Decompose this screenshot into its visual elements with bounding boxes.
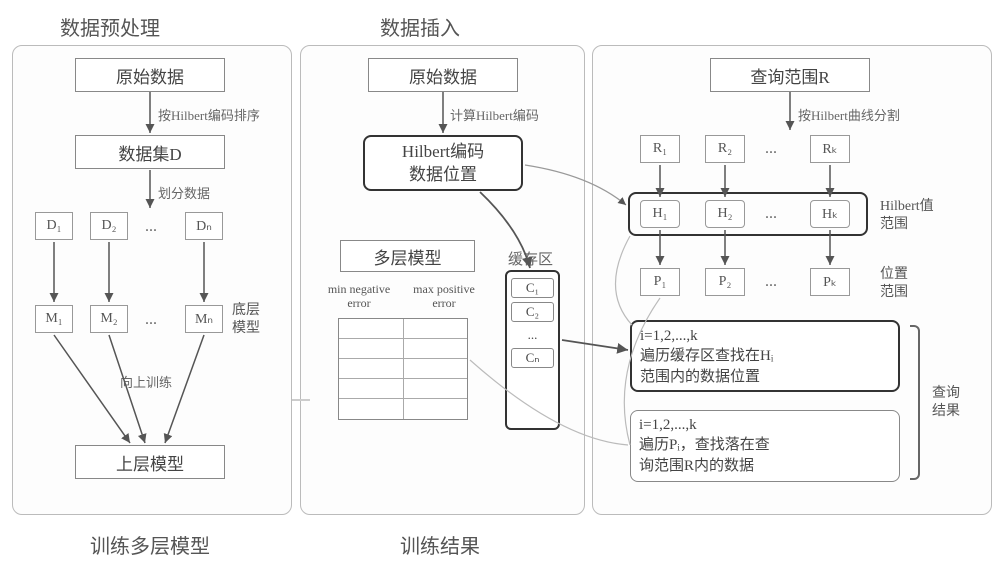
dn: Dₙ <box>185 212 223 240</box>
r-dots: ... <box>765 140 777 158</box>
m2: M₂ <box>90 305 128 333</box>
preprocess-raw: 原始数据 <box>75 58 225 92</box>
edge-split-label: 划分数据 <box>158 183 210 202</box>
train-up-label: 向上训练 <box>120 372 172 391</box>
d1: D₁ <box>35 212 73 240</box>
h-label: Hilbert值范围 <box>880 198 934 234</box>
step2-text: i=1,2,...,k遍历Pᵢ，查找落在查询范围R内的数据 <box>639 415 891 476</box>
m1: M₁ <box>35 305 73 333</box>
h2: H₂ <box>705 200 745 228</box>
p1: P₁ <box>640 268 680 296</box>
edge-sort-label: 按Hilbert编码排序 <box>158 105 260 124</box>
c-dots: ... <box>511 326 554 344</box>
multilevel-model: 多层模型 <box>340 240 475 272</box>
bottom-model-label: 底层模型 <box>232 302 260 338</box>
edge-calc-label: 计算Hilbert编码 <box>450 105 539 124</box>
h1: H₁ <box>640 200 680 228</box>
hilbert-box-text: Hilbert编码数据位置 <box>373 141 513 187</box>
r1: R₁ <box>640 135 680 163</box>
dataset-d: 数据集D <box>75 135 225 169</box>
rk: Rₖ <box>810 135 850 163</box>
c1: C₁ <box>511 278 554 298</box>
r2: R₂ <box>705 135 745 163</box>
preprocess-bottom-title: 训练多层模型 <box>90 530 210 559</box>
hk: Hₖ <box>810 200 850 228</box>
m-dots: ... <box>145 311 157 329</box>
p2: P₂ <box>705 268 745 296</box>
preprocess-title: 数据预处理 <box>60 12 160 41</box>
p-dots: ... <box>765 273 777 291</box>
c2: C₂ <box>511 302 554 322</box>
cache-title: 缓存区 <box>508 248 553 269</box>
cn: Cₙ <box>511 348 554 368</box>
insert-raw: 原始数据 <box>368 58 518 92</box>
insert-bottom-title: 训练结果 <box>400 530 480 559</box>
d2: D₂ <box>90 212 128 240</box>
step2-box: i=1,2,...,k遍历Pᵢ，查找落在查询范围R内的数据 <box>630 410 900 482</box>
h-dots: ... <box>765 205 777 223</box>
result-label: 查询结果 <box>932 385 960 421</box>
p-label: 位置范围 <box>880 266 908 302</box>
query-split-label: 按Hilbert曲线分割 <box>798 105 900 124</box>
mn: Mₙ <box>185 305 223 333</box>
pk: Pₖ <box>810 268 850 296</box>
result-brace <box>910 325 920 480</box>
step1-box: i=1,2,...,k遍历缓存区查找在Hᵢ范围内的数据位置 <box>630 320 900 392</box>
insert-title: 数据插入 <box>380 12 460 41</box>
upper-model: 上层模型 <box>75 445 225 479</box>
cache-box: C₁ C₂ ... Cₙ <box>505 270 560 430</box>
d-dots: ... <box>145 218 157 236</box>
err-col2: max positiveerror <box>400 282 488 311</box>
hilbert-box: Hilbert编码数据位置 <box>363 135 523 191</box>
query-range: 查询范围R <box>710 58 870 92</box>
step1-text: i=1,2,...,k遍历缓存区查找在Hᵢ范围内的数据位置 <box>640 326 890 387</box>
err-col1: min negativeerror <box>315 282 403 311</box>
error-table <box>338 318 468 420</box>
